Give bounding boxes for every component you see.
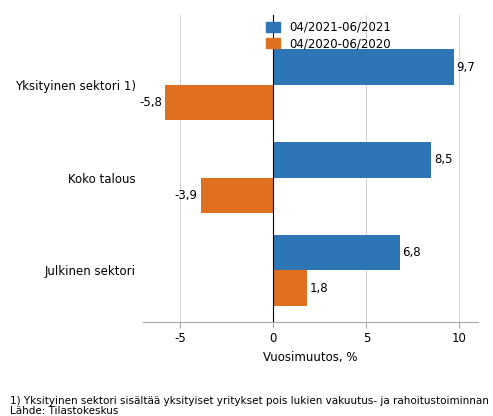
Text: 1) Yksityinen sektori sisältää yksityiset yritykset pois lukien vakuutus- ja rah: 1) Yksityinen sektori sisältää yksityise…: [10, 396, 493, 406]
Text: 1,8: 1,8: [310, 282, 328, 295]
Text: 8,5: 8,5: [434, 154, 453, 166]
Text: Lähde: Tilastokeskus: Lähde: Tilastokeskus: [10, 406, 118, 416]
Bar: [273, 270, 307, 306]
Legend: 04/2021-06/2021, 04/2020-06/2020: 04/2021-06/2021, 04/2020-06/2020: [266, 21, 391, 50]
Text: -5,8: -5,8: [140, 96, 163, 109]
Bar: [201, 178, 273, 213]
X-axis label: Vuosimuutos, %: Vuosimuutos, %: [263, 351, 358, 364]
Bar: [273, 50, 454, 85]
Bar: [165, 85, 273, 120]
Text: 9,7: 9,7: [457, 60, 475, 74]
Bar: [273, 142, 431, 178]
Text: -3,9: -3,9: [175, 189, 198, 202]
Bar: [273, 235, 400, 270]
Text: 6,8: 6,8: [403, 246, 421, 259]
